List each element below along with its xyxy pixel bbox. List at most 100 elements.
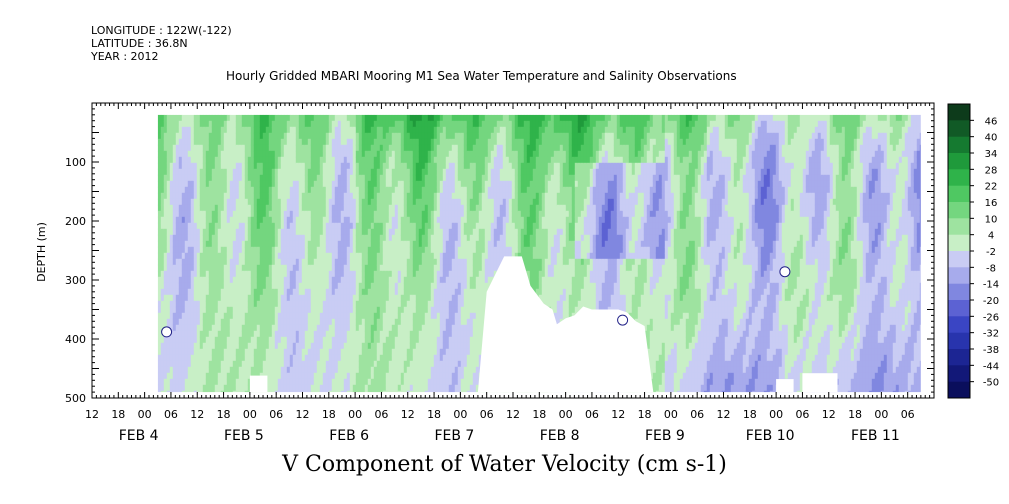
heatmap-cell (262, 276, 267, 284)
heatmap-cell (328, 168, 333, 176)
heatmap-cell (421, 354, 426, 362)
heatmap-cell (451, 330, 456, 338)
heatmap-cell (220, 264, 225, 272)
heatmap-cell (442, 276, 447, 284)
heatmap-cell (400, 372, 405, 380)
heatmap-cell (415, 264, 420, 272)
heatmap-cell (175, 306, 180, 314)
heatmap-cell (430, 228, 435, 236)
heatmap-cell (328, 234, 333, 242)
heatmap-cell (412, 234, 417, 242)
heatmap-cell (346, 336, 351, 344)
heatmap-cell (394, 276, 399, 284)
heatmap-cell (397, 162, 402, 170)
heatmap-cell (472, 300, 477, 308)
heatmap-cell (268, 150, 273, 158)
heatmap-cell (241, 162, 246, 170)
heatmap-cell (253, 216, 258, 224)
heatmap-cell (232, 210, 237, 218)
heatmap-cell (157, 330, 162, 338)
heatmap-cell (346, 288, 351, 296)
heatmap-cell (418, 288, 423, 296)
heatmap-cell (184, 294, 189, 302)
heatmap-cell (418, 330, 423, 338)
heatmap-cell (172, 114, 177, 122)
heatmap-cell (433, 330, 438, 338)
heatmap-cell (334, 114, 339, 122)
heatmap-cell (457, 294, 462, 302)
heatmap-cell (415, 252, 420, 260)
heatmap-cell (199, 210, 204, 218)
heatmap-cell (172, 234, 177, 242)
heatmap-cell (250, 246, 255, 254)
heatmap-cell (298, 378, 303, 386)
heatmap-cell (250, 174, 255, 182)
heatmap-cell (370, 228, 375, 236)
heatmap-cell (304, 294, 309, 302)
heatmap-cell (295, 366, 300, 374)
heatmap-cell (205, 354, 210, 362)
heatmap-cell (247, 372, 252, 380)
heatmap-cell (361, 138, 366, 146)
heatmap-cell (190, 162, 195, 170)
heatmap-cell (184, 330, 189, 338)
heatmap-cell (232, 276, 237, 284)
heatmap-cell (457, 180, 462, 188)
heatmap-cell (229, 150, 234, 158)
heatmap-cell (202, 288, 207, 296)
heatmap-cell (442, 384, 447, 392)
heatmap-cell (349, 360, 354, 368)
heatmap-cell (319, 282, 324, 290)
heatmap-cell (328, 264, 333, 272)
heatmap-cell (313, 168, 318, 176)
heatmap-cell (373, 264, 378, 272)
heatmap-cell (157, 114, 162, 122)
heatmap-cell (451, 348, 456, 356)
heatmap-cell (358, 318, 363, 326)
heatmap-cell (214, 354, 219, 362)
heatmap-cell (385, 114, 390, 122)
heatmap-cell (235, 216, 240, 224)
heatmap-cell (418, 240, 423, 248)
heatmap-cell (376, 366, 381, 374)
heatmap-cell (172, 312, 177, 320)
heatmap-cell (445, 132, 450, 140)
heatmap-cell (469, 138, 474, 146)
heatmap-cell (193, 144, 198, 152)
heatmap-cell (247, 324, 252, 332)
heatmap-cell (226, 300, 231, 308)
heatmap-cell (451, 324, 456, 332)
heatmap-cell (337, 192, 342, 200)
heatmap-cell (181, 318, 186, 326)
heatmap-cell (337, 336, 342, 344)
heatmap-cell (394, 318, 399, 326)
heatmap-cell (442, 360, 447, 368)
heatmap-cell (241, 270, 246, 278)
heatmap-cell (298, 168, 303, 176)
heatmap-cell (172, 198, 177, 206)
heatmap-cell (421, 240, 426, 248)
heatmap-cell (199, 384, 204, 392)
heatmap-cell (253, 234, 258, 242)
heatmap-cell (457, 324, 462, 332)
heatmap-cell (439, 276, 444, 284)
heatmap-cell (166, 192, 171, 200)
heatmap-cell (415, 132, 420, 140)
heatmap-cell (352, 162, 357, 170)
heatmap-cell (337, 282, 342, 290)
heatmap-cell (448, 198, 453, 206)
heatmap-cell (214, 216, 219, 224)
heatmap-cell (298, 204, 303, 212)
heatmap-cell (337, 156, 342, 164)
heatmap-cell (397, 246, 402, 254)
heatmap-cell (181, 264, 186, 272)
heatmap-cell (442, 174, 447, 182)
heatmap-cell (217, 324, 222, 332)
heatmap-cell (373, 300, 378, 308)
heatmap-cell (472, 372, 477, 380)
heatmap-cell (376, 198, 381, 206)
heatmap-cell (229, 210, 234, 218)
heatmap-cell (322, 198, 327, 206)
heatmap-cell (343, 282, 348, 290)
heatmap-cell (463, 216, 468, 224)
